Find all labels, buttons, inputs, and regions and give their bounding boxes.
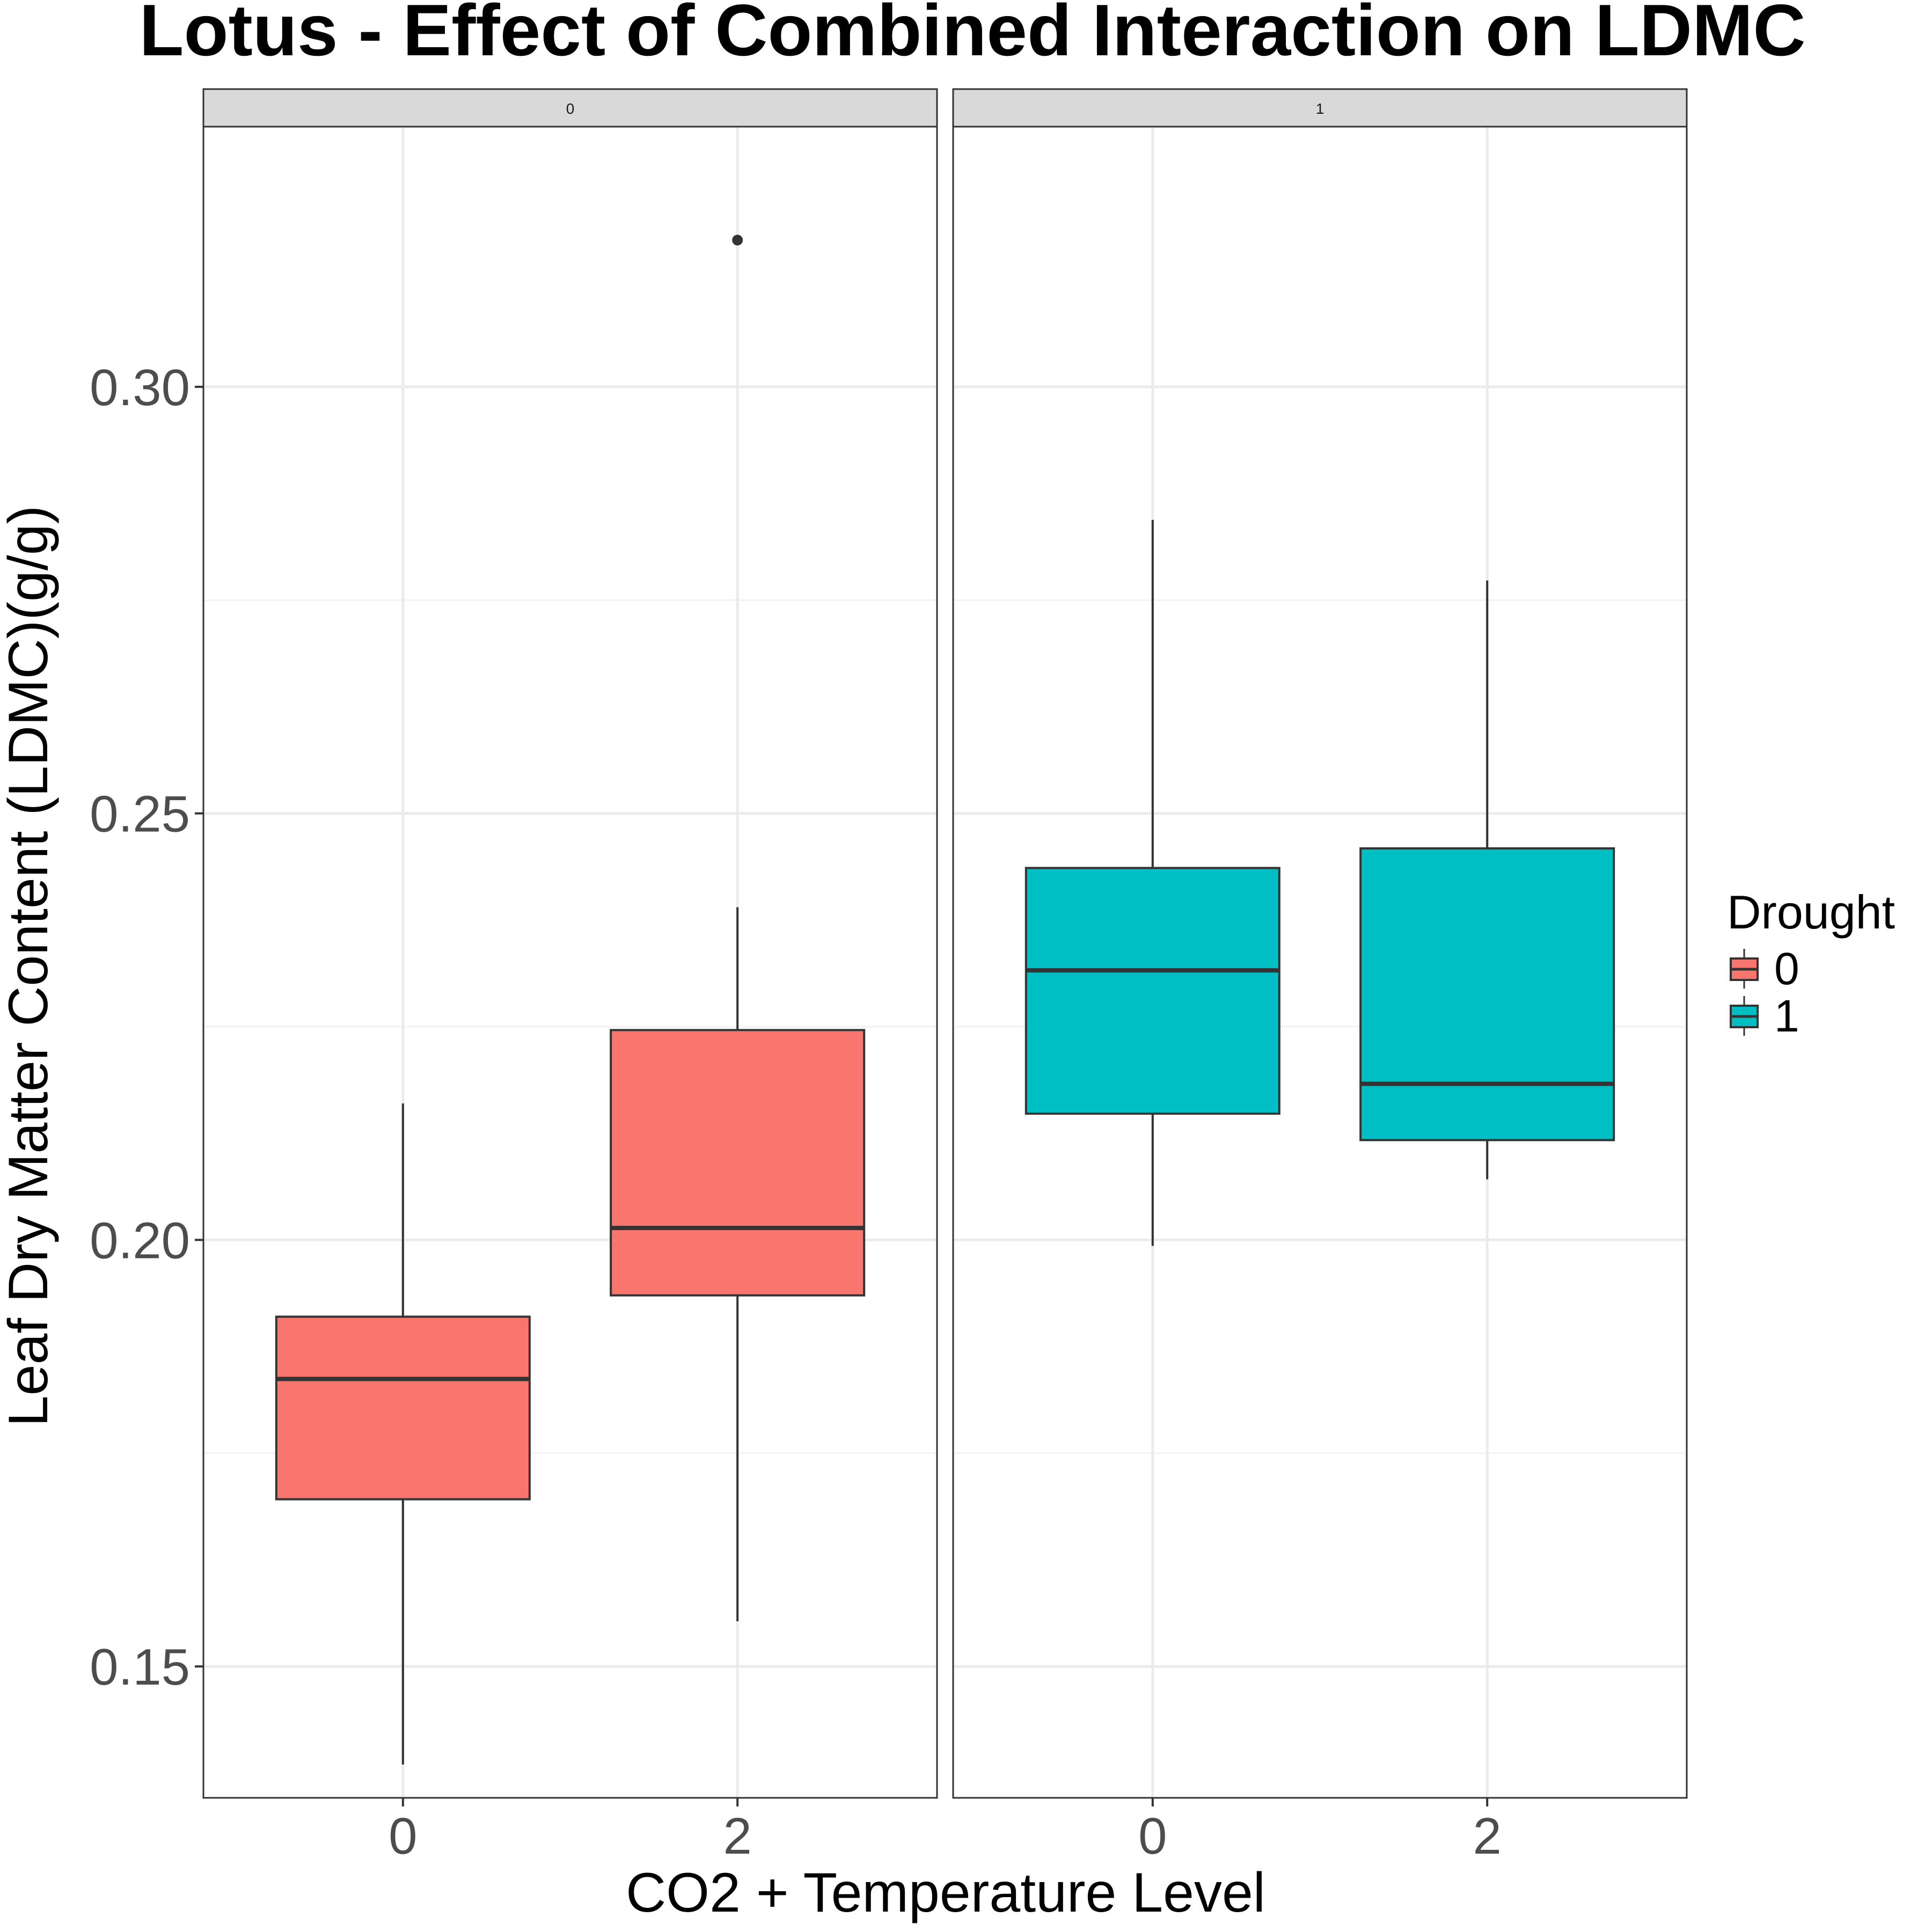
facet-panel-1: 1 bbox=[952, 88, 1688, 1799]
iqr-box bbox=[1024, 867, 1280, 1115]
y-tick-label: 0.15 bbox=[90, 1638, 190, 1696]
y-tick-label: 0.25 bbox=[90, 786, 190, 843]
facet-panel-0: 0 bbox=[202, 88, 938, 1799]
y-axis-label: Leaf Dry Matter Content (LDMC)(g/g) bbox=[0, 506, 60, 1427]
y-tick-label: 0.30 bbox=[90, 359, 190, 416]
x-tick-label: 2 bbox=[723, 1807, 751, 1865]
x-axis-label: CO2 + Temperature Level bbox=[626, 1862, 1265, 1924]
facet-strip-label: 0 bbox=[566, 100, 575, 117]
facet-strip-label: 1 bbox=[1316, 100, 1324, 117]
facet-strip bbox=[952, 88, 1688, 128]
panel-background bbox=[203, 127, 937, 1798]
legend-title: Drought bbox=[1727, 885, 1895, 939]
y-tick-label: 0.20 bbox=[90, 1212, 190, 1269]
legend-label: 0 bbox=[1774, 943, 1799, 994]
legend: Drought 01 bbox=[1727, 885, 1895, 1041]
x-tick-label: 0 bbox=[1138, 1807, 1167, 1865]
box-0-0 bbox=[275, 1103, 531, 1765]
facet-strip bbox=[202, 88, 938, 128]
iqr-box bbox=[610, 1029, 866, 1297]
box-1-0 bbox=[1024, 519, 1280, 1246]
iqr-box bbox=[1359, 847, 1615, 1141]
x-axis-tick-labels: 0 2 0 2 bbox=[389, 1798, 1502, 1865]
iqr-box bbox=[275, 1315, 531, 1501]
legend-item-1: 1 bbox=[1730, 991, 1799, 1041]
box-0-2 bbox=[610, 235, 866, 1621]
legend-label: 1 bbox=[1774, 991, 1799, 1041]
outlier-point bbox=[732, 235, 743, 246]
legend-item-0: 0 bbox=[1730, 943, 1799, 994]
chart-title: Lotus - Effect of Combined Interaction o… bbox=[139, 0, 1805, 71]
y-axis-tick-labels: 0.15 0.20 0.25 0.30 bbox=[90, 359, 203, 1696]
x-tick-label: 0 bbox=[389, 1807, 417, 1865]
x-tick-label: 2 bbox=[1473, 1807, 1501, 1865]
box-1-2 bbox=[1359, 580, 1615, 1180]
